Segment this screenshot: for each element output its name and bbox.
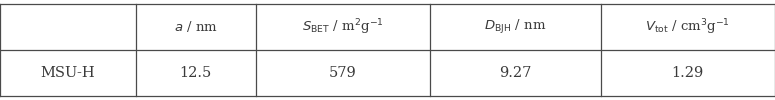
- Text: MSU-H: MSU-H: [40, 66, 95, 80]
- Text: $D_{\mathrm{BJH}}$ / nm: $D_{\mathrm{BJH}}$ / nm: [484, 18, 546, 36]
- Text: $S_{\mathrm{BET}}$ / m$^{2}$g$^{-1}$: $S_{\mathrm{BET}}$ / m$^{2}$g$^{-1}$: [302, 17, 384, 37]
- Text: $a$ / nm: $a$ / nm: [174, 20, 218, 34]
- Text: 1.29: 1.29: [672, 66, 704, 80]
- Text: 12.5: 12.5: [180, 66, 212, 80]
- Text: 9.27: 9.27: [499, 66, 532, 80]
- Text: 579: 579: [329, 66, 356, 80]
- Text: $V_{\mathrm{tot}}$ / cm$^{3}$g$^{-1}$: $V_{\mathrm{tot}}$ / cm$^{3}$g$^{-1}$: [646, 17, 730, 37]
